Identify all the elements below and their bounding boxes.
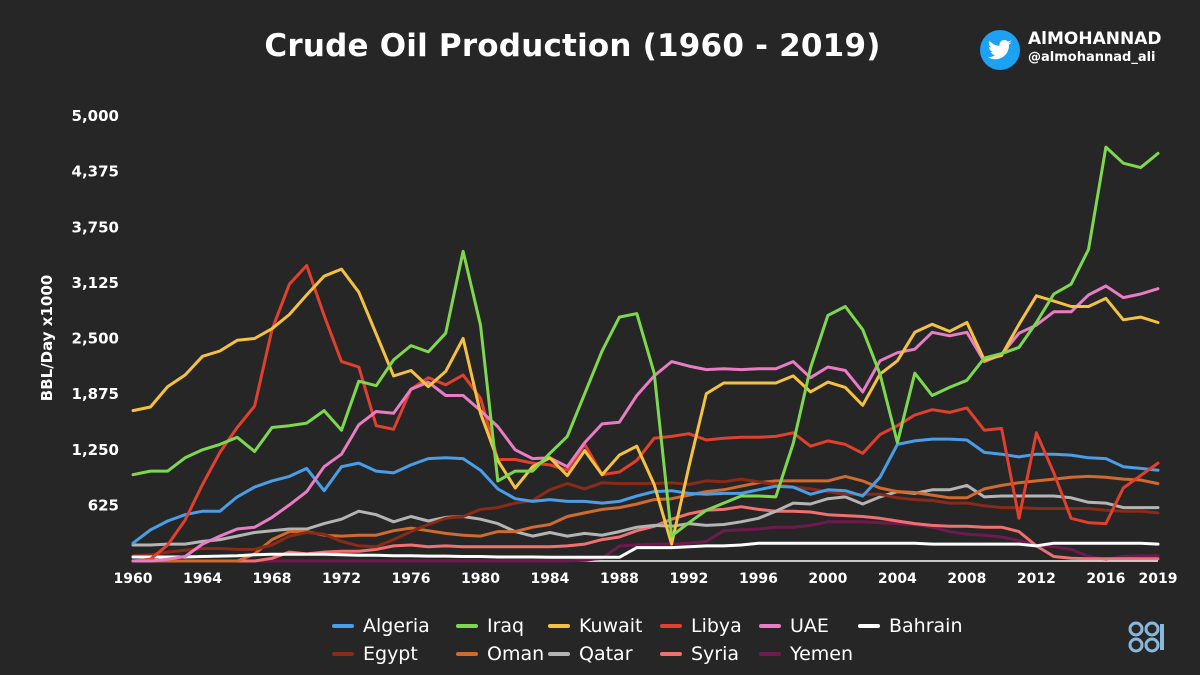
y-tick-label: 1,250 [72, 441, 119, 459]
series-line-qatar [131, 483, 1160, 547]
x-tick-label: 2012 [1017, 571, 1056, 587]
y-tick-label: 625 [88, 496, 119, 514]
legend-item-bahrain: Bahrain [858, 614, 963, 638]
y-tick-label: 1,875 [72, 385, 119, 403]
legend-item-egypt: Egypt [332, 642, 418, 666]
legend-item-yemen: Yemen [759, 642, 853, 666]
chart-title: Crude Oil Production (1960 - 2019) [264, 28, 881, 64]
legend-item-kuwait: Kuwait [548, 614, 642, 638]
legend-swatch [332, 652, 354, 656]
x-tick-label: 1980 [461, 571, 500, 587]
legend-label: Syria [691, 643, 740, 665]
legend-item-qatar: Qatar [548, 642, 633, 666]
legend-swatch [759, 624, 781, 628]
chart-series [131, 145, 1160, 563]
x-tick-label: 1996 [739, 571, 778, 587]
series-line-egypt [131, 477, 1160, 558]
series-line-yemen [131, 520, 1160, 563]
series-line-kuwait [131, 267, 1160, 546]
legend-label: Libya [691, 615, 742, 637]
opec-logo-icon [1126, 620, 1166, 658]
twitter-bird-icon [980, 30, 1020, 70]
legend-item-uae: UAE [759, 614, 829, 638]
x-tick-label: 1976 [391, 571, 430, 587]
series-line-libya [131, 264, 1160, 563]
x-tick-label: 2008 [947, 571, 986, 587]
x-tick-label: 1964 [183, 571, 222, 587]
x-tick-label: 1960 [114, 571, 153, 587]
legend-swatch [548, 652, 570, 656]
x-tick-label: 1968 [252, 571, 291, 587]
x-axis-ticks: 1960 1964 1968 1972 1976 1980 1984 1988 1992 1996… [114, 571, 1178, 587]
y-axis-ticks: 625 1,250 1,875 2,500 3,125 3,750 4,375 5,000 [72, 107, 119, 514]
legend-label: Qatar [579, 643, 633, 665]
legend-item-iraq: Iraq [456, 614, 524, 638]
legend-label: Algeria [363, 615, 430, 637]
series-line-algeria [131, 437, 1160, 545]
y-axis-label: BBL/Day x1000 [38, 275, 56, 401]
series-line-uae [131, 284, 1160, 563]
series-line-iraq [131, 145, 1160, 538]
legend-item-algeria: Algeria [332, 614, 430, 638]
legend-swatch [332, 624, 354, 628]
legend-swatch [759, 652, 781, 656]
legend-label: Iraq [487, 615, 525, 637]
brand-name: AlMOHANNAD [1028, 29, 1162, 49]
legend-swatch [660, 624, 682, 628]
legend-swatch [456, 624, 478, 628]
y-tick-label: 5,000 [72, 107, 119, 125]
legend-swatch [660, 652, 682, 656]
x-tick-label: 2016 [1086, 571, 1125, 587]
legend-swatch [548, 624, 570, 628]
legend-item-oman: Oman [456, 642, 544, 666]
x-tick-label: 2000 [808, 571, 847, 587]
legend-item-libya: Libya [660, 614, 742, 638]
legend-label: Oman [487, 643, 545, 665]
legend-label: Bahrain [889, 615, 963, 637]
y-tick-label: 3,750 [72, 218, 119, 236]
legend-item-syria: Syria [660, 642, 739, 666]
y-tick-label: 2,500 [72, 330, 119, 348]
y-tick-label: 3,125 [72, 274, 119, 292]
x-tick-label: 1988 [600, 571, 639, 587]
x-tick-label: 2019 [1139, 571, 1178, 587]
x-tick-label: 1972 [322, 571, 361, 587]
x-tick-label: 2004 [878, 571, 917, 587]
x-tick-label: 1992 [669, 571, 708, 587]
author-brand: AlMOHANNAD @almohannad_ali [980, 28, 1190, 70]
legend-label: Yemen [790, 643, 854, 665]
legend-label: Egypt [363, 643, 418, 665]
legend-swatch [456, 652, 478, 656]
series-line-bahrain [131, 541, 1160, 559]
legend-swatch [858, 624, 880, 628]
legend-label: Kuwait [579, 615, 643, 637]
y-tick-label: 4,375 [72, 163, 119, 181]
x-tick-label: 1984 [530, 571, 569, 587]
legend-label: UAE [790, 615, 829, 637]
brand-handle: @almohannad_ali [1028, 50, 1156, 65]
